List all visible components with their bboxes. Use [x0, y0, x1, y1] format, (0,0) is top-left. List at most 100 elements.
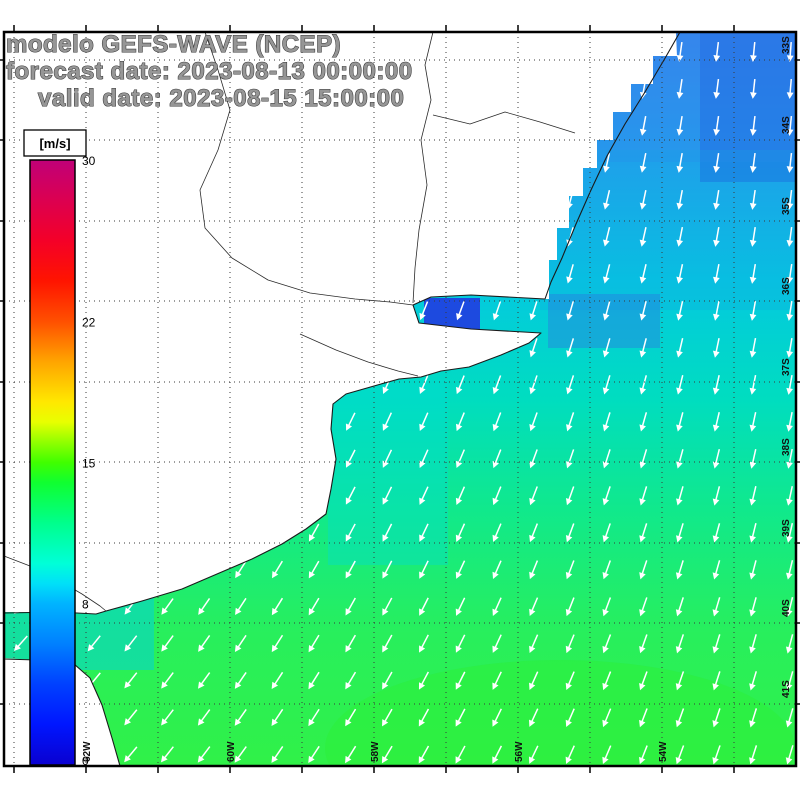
title-forecast-date: forecast date: 2023-08-13 00:00:00 [6, 58, 413, 85]
wind-arrow [786, 300, 794, 321]
wind-arrow [529, 375, 538, 395]
wind-arrow [455, 708, 466, 727]
wind-arrow [676, 449, 684, 469]
wind-arrow [786, 560, 794, 580]
wind-arrow [382, 597, 393, 616]
colorbar-units-label: [m/s] [39, 136, 70, 151]
tick-layer [0, 25, 800, 773]
wind-arrow [712, 375, 720, 395]
wind-arrow [602, 708, 612, 728]
wind-arrow [419, 486, 429, 505]
wind-arrow [639, 190, 647, 210]
wind-arrow [308, 597, 320, 616]
wind-arrow [786, 411, 793, 432]
wind-arrow [713, 41, 721, 62]
wind-arrow [713, 189, 720, 210]
title-model-line: modelo GEFS-WAVE (NCEP) [6, 31, 341, 58]
wind-arrow [418, 671, 430, 690]
wind-arrow [271, 745, 284, 763]
lon-label: 54W [658, 741, 669, 762]
ocean-speed-field [4, 32, 796, 766]
colorbar-tick-labels: 30 22 15 8 0 [82, 154, 96, 768]
wind-arrow [675, 597, 684, 617]
wind-arrow [676, 301, 684, 321]
wind-arrow [529, 412, 538, 432]
wind-arrow [603, 190, 611, 210]
wind-arrow [455, 523, 466, 542]
wind-arrow [565, 671, 575, 691]
wind-arrow [197, 746, 211, 763]
wind-arrow [345, 486, 356, 505]
wind-arrow [492, 745, 503, 764]
wind-arrow [492, 671, 502, 690]
wind-arrow [161, 635, 174, 652]
wind-arrow [235, 597, 247, 616]
wind-arrow [308, 560, 320, 579]
wind-arrow [529, 486, 538, 506]
wind-arrow [308, 708, 320, 727]
wind-arrow [639, 153, 647, 173]
wind-arrow [639, 560, 648, 580]
wind-arrow [566, 412, 575, 432]
colorbar-tick-label: 0 [82, 754, 89, 768]
wind-arrow [676, 115, 684, 136]
wind-arrow [124, 635, 138, 652]
coastline [3, 31, 681, 615]
wind-arrow [712, 671, 721, 691]
wind-arrow [198, 597, 211, 615]
wind-arrow [345, 634, 357, 653]
wind-arrow [566, 264, 574, 284]
wind-arrow [419, 560, 429, 579]
wind-arrow [676, 412, 684, 432]
lat-label: 38S [781, 438, 792, 456]
wind-arrow [382, 560, 393, 579]
lat-label: 41S [781, 680, 792, 698]
wind-arrow [455, 449, 466, 469]
wind-arrow [713, 78, 721, 99]
wind-arrow [565, 486, 575, 506]
wind-arrow [271, 708, 284, 726]
lat-label: 34S [781, 116, 792, 134]
wind-arrow [455, 412, 465, 432]
wind-arrow [382, 708, 393, 727]
colorbar-tick-label: 8 [82, 598, 89, 612]
wind-arrow [492, 597, 502, 616]
wind-arrow [161, 709, 174, 726]
wind-arrow [308, 523, 320, 542]
wind-arrow [786, 189, 794, 210]
wind-arrow [749, 745, 758, 765]
wind-arrow [124, 709, 138, 726]
wind-arrow [492, 412, 502, 432]
wind-arrow [749, 263, 757, 284]
wind-arrow [602, 523, 611, 543]
wind-arrow [749, 634, 757, 654]
wind-arrow [419, 634, 429, 653]
wind-arrow [639, 671, 648, 691]
wind-arrow [565, 634, 575, 654]
wind-arrow [786, 486, 793, 506]
wind-arrow [676, 41, 684, 62]
wind-arrow [345, 412, 356, 431]
wind-arrow [675, 671, 685, 691]
wind-arrow [675, 560, 684, 580]
wind-arrow [675, 523, 684, 543]
wind-arrow [676, 338, 684, 358]
wind-arrow [455, 560, 466, 579]
colorbar-tick-label: 22 [82, 315, 96, 329]
wind-arrow [786, 449, 793, 469]
wind-arrow [455, 671, 466, 690]
wind-arrow [749, 523, 757, 543]
wind-arrow [529, 634, 539, 654]
wind-arrow [639, 634, 648, 654]
wind-arrow [749, 115, 757, 136]
wind-arrow [785, 634, 794, 654]
wind-arrow [198, 635, 211, 652]
wind-arrow [675, 634, 685, 654]
wind-arrow [712, 449, 721, 469]
lat-label: 35S [781, 197, 792, 215]
wind-arrow [602, 486, 611, 506]
wind-arrow [529, 708, 539, 727]
wind-arrow [785, 597, 794, 617]
wind-arrow [676, 486, 684, 506]
